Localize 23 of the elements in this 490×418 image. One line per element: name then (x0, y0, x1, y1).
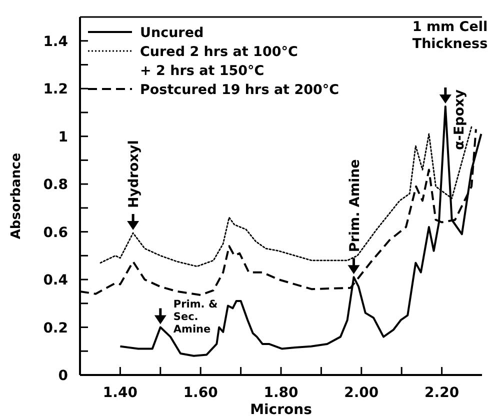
legend-label: Cured 2 hrs at 100°C + 2 hrs at 150°C (140, 44, 298, 79)
legend-label: Uncured (140, 25, 204, 41)
y-tick-label: 1 (58, 129, 68, 146)
x-tick-label: 2.00 (344, 385, 379, 401)
annotation: 1 mm Cell Thickness (412, 19, 488, 52)
y-tick-label: 1.4 (43, 34, 68, 50)
y-tick-label: 0.8 (43, 177, 68, 194)
annotation: Prim. & Sec. Amine (173, 298, 218, 336)
annotation: α-Epoxy (451, 89, 468, 150)
x-tick-label: 1.80 (264, 385, 299, 401)
y-tick-label: 0.6 (43, 224, 68, 241)
annotation: Prim. Amine (346, 159, 363, 252)
x-tick-label: 1.40 (102, 385, 138, 401)
x-axis-title: Microns (250, 402, 312, 418)
legend-label: Postcured 19 hrs at 200°C (140, 82, 340, 98)
x-tick-label: 2.20 (424, 385, 460, 401)
x-tick-label: 1.60 (183, 385, 218, 401)
y-axis-title: Absorbance (9, 152, 24, 240)
y-tick-label: 0.2 (43, 320, 68, 336)
annotation: Hydroxyl (126, 140, 142, 208)
y-tick-label: 1.2 (43, 82, 68, 98)
y-tick-label: 0 (58, 368, 68, 384)
y-tick-label: 0.4 (43, 272, 68, 289)
